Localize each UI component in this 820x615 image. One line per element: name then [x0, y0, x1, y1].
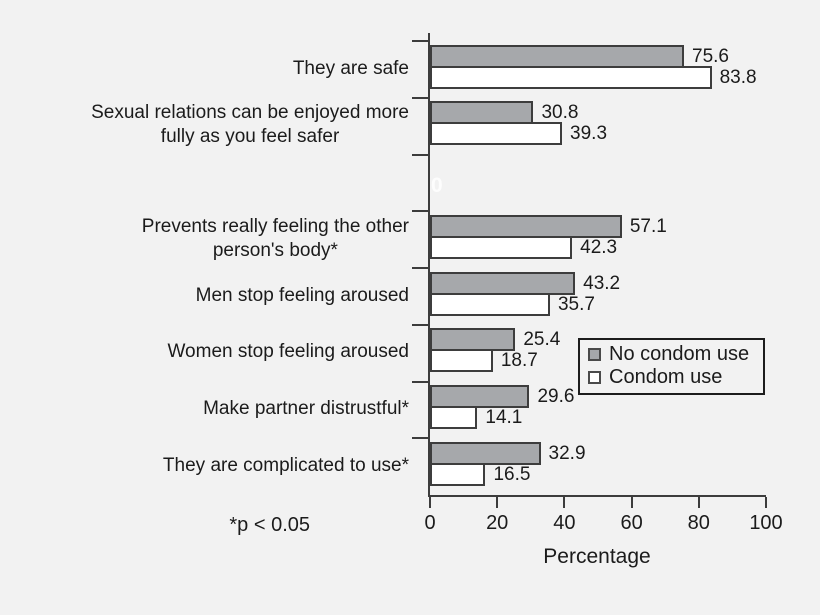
x-axis-title: Percentage	[543, 545, 651, 568]
x-axis-tick	[630, 497, 633, 508]
x-tick-label: 60	[620, 512, 643, 534]
value-label: 42.3	[580, 236, 618, 258]
legend-swatch-no-condom-use	[588, 348, 601, 361]
bar-condom-use	[430, 462, 486, 486]
value-label: 57.1	[629, 215, 667, 237]
legend-item-no-condom-use: No condom use	[588, 343, 755, 366]
x-axis-tick	[429, 497, 431, 508]
value-label: 83.8	[719, 66, 757, 88]
value-label: 25.4	[523, 329, 561, 351]
bar-no-condom-use	[430, 328, 516, 352]
bar-no-condom-use	[430, 385, 530, 408]
value-label: 43.2	[583, 272, 621, 294]
category-label-text: Sexual relations can be enjoyed more full…	[91, 102, 409, 148]
y-axis-tick	[412, 437, 430, 440]
category-label: They are safe	[0, 46, 409, 92]
y-axis-tick	[412, 210, 430, 213]
y-axis-tick	[412, 153, 430, 156]
y-axis-tick	[412, 40, 430, 42]
y-axis-tick	[412, 323, 430, 326]
legend-label: No condom use	[609, 343, 750, 365]
bar-condom-use	[430, 349, 493, 373]
category-label-text: Prevents really feeling the other person'…	[141, 215, 409, 261]
axes	[428, 33, 766, 497]
category-label: Women stop feeling aroused	[0, 329, 409, 375]
x-tick-label: 20	[486, 512, 509, 534]
x-tick-label: 80	[687, 512, 710, 534]
bar-condom-use	[430, 292, 550, 316]
x-axis-tick	[697, 497, 700, 508]
bar-condom-use	[430, 406, 478, 429]
legend-swatch-condom-use	[588, 371, 601, 384]
value-label: 29.6	[537, 386, 575, 407]
bar-no-condom-use	[430, 271, 576, 295]
category-label-text: Men stop feeling aroused	[195, 284, 409, 306]
legend: No condom use Condom use	[578, 338, 765, 395]
x-tick-label: 40	[553, 512, 576, 534]
value-label: 16.5	[493, 463, 531, 485]
legend-label: Condom use	[609, 366, 723, 388]
category-label-text: Women stop feeling aroused	[167, 341, 409, 363]
y-axis-tick	[412, 380, 430, 383]
bar-no-condom-use	[430, 214, 622, 238]
footnote: *p < 0.05	[229, 514, 310, 536]
category-label: Make partner distrustful*	[0, 386, 409, 432]
value-label: 18.7	[500, 350, 538, 372]
x-tick-label: 0	[424, 512, 436, 534]
y-axis-tick	[412, 96, 430, 99]
x-axis-tick	[496, 497, 499, 508]
x-tick-label: 100	[749, 512, 783, 534]
value-label: 75.6	[692, 45, 729, 67]
category-label: They are complicated to use*	[0, 443, 409, 489]
bar-condom-use	[430, 65, 712, 89]
category-label: Sexual relations can be enjoyed more full…	[0, 102, 409, 148]
y-axis-tick	[412, 267, 430, 269]
value-label: 39.3	[570, 123, 608, 145]
bar-condom-use	[430, 235, 573, 259]
category-label-text: They are safe	[292, 57, 409, 79]
ghost-zero-artifact: 0	[431, 174, 443, 197]
category-label: Men stop feeling aroused	[0, 273, 409, 319]
x-axis-tick	[765, 497, 767, 508]
value-label: 35.7	[557, 293, 595, 315]
x-axis-tick	[563, 497, 566, 508]
category-label-text: They are complicated to use*	[162, 454, 409, 476]
value-label: 32.9	[548, 442, 586, 464]
value-label: 14.1	[485, 407, 523, 428]
category-label-text: Make partner distrustful*	[203, 398, 409, 419]
legend-item-condom-use: Condom use	[588, 366, 755, 389]
bar-no-condom-use	[430, 44, 685, 68]
bar-no-condom-use	[430, 101, 534, 125]
bar-condom-use	[430, 122, 563, 146]
value-label: 30.8	[541, 102, 579, 124]
bar-no-condom-use	[430, 441, 541, 465]
category-label: Prevents really feeling the other person'…	[0, 216, 409, 262]
